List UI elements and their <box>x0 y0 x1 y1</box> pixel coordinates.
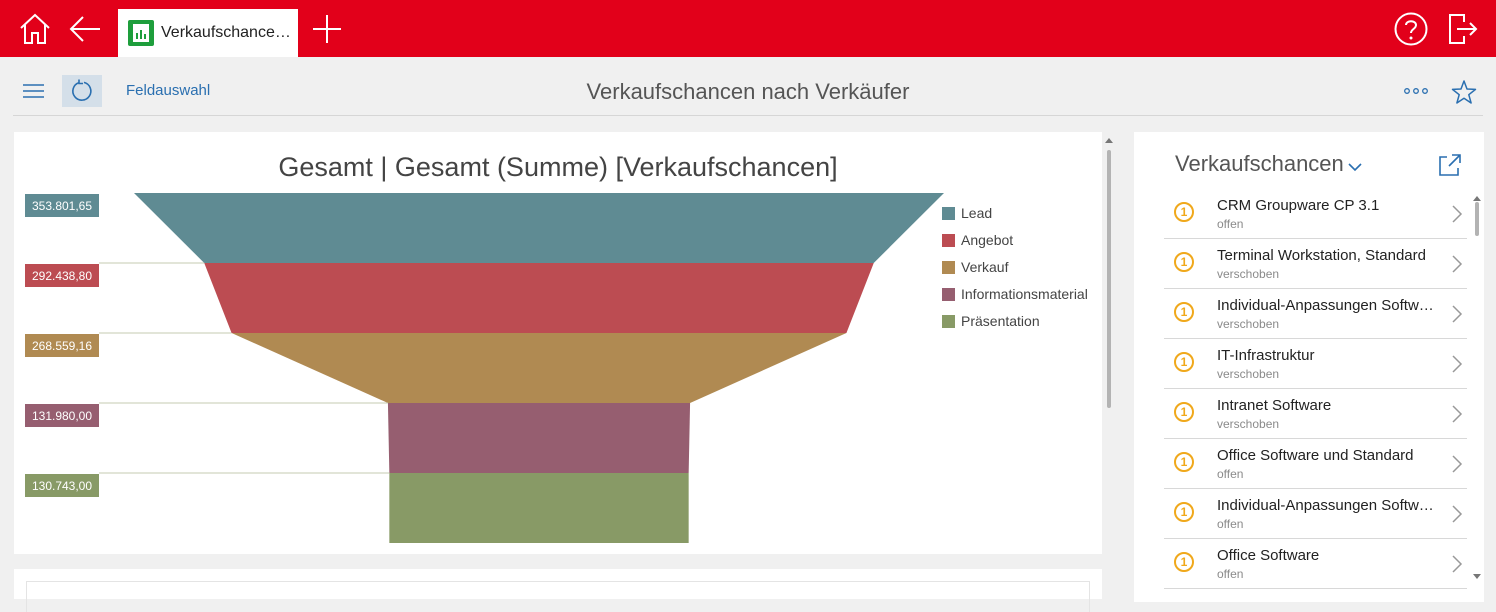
priority-badge: 1 <box>1174 202 1194 222</box>
list-scrollbar[interactable] <box>1472 190 1482 586</box>
chevron-right-icon <box>1451 554 1463 579</box>
favorite-star-icon[interactable] <box>1451 79 1477 110</box>
list-item[interactable]: 1 IT-Infrastruktur verschoben <box>1164 339 1467 389</box>
priority-badge: 1 <box>1174 552 1194 572</box>
list-item[interactable]: 1 Terminal Workstation, Standard verschobe… <box>1164 239 1467 289</box>
list-scroll-thumb[interactable] <box>1475 202 1479 236</box>
chevron-right-icon <box>1451 404 1463 429</box>
priority-badge: 1 <box>1174 302 1194 322</box>
priority-badge: 1 <box>1174 402 1194 422</box>
legend-swatch <box>942 207 955 220</box>
home-icon[interactable] <box>16 10 54 48</box>
priority-badge: 1 <box>1174 252 1194 272</box>
list-item-status: verschoben <box>1217 317 1280 331</box>
chevron-right-icon <box>1451 504 1463 529</box>
page-title: Verkaufschancen nach Verkäufer <box>586 79 910 104</box>
list-item[interactable]: 1 Individual-Anpassungen Software verschob… <box>1164 289 1467 339</box>
legend-label[interactable]: Angebot <box>961 232 1013 248</box>
logout-icon[interactable] <box>1442 10 1480 48</box>
list-item[interactable]: 1 Intranet Software verschoben <box>1164 389 1467 439</box>
scroll-up-icon[interactable] <box>1105 138 1113 143</box>
list-item-title: Terminal Workstation, Standard <box>1217 247 1426 264</box>
list-item-title: Office Software und Standard <box>1217 447 1414 464</box>
legend-swatch <box>942 315 955 328</box>
secondary-panel <box>14 569 1102 612</box>
chevron-right-icon <box>1451 204 1463 229</box>
list-scroll-down-icon[interactable] <box>1473 574 1481 579</box>
chevron-right-icon <box>1451 304 1463 329</box>
legend-label[interactable]: Informationsmaterial <box>961 286 1088 302</box>
value-label: 268.559,16 <box>32 339 92 353</box>
chart-title: Gesamt | Gesamt (Summe) [Verkaufschancen… <box>278 152 838 182</box>
top-bar: Verkaufschance… <box>0 0 1496 57</box>
value-label-box <box>25 404 99 427</box>
priority-badge: 1 <box>1174 502 1194 522</box>
field-selection-link[interactable]: Feldauswahl <box>126 82 211 99</box>
value-label: 292.438,80 <box>32 269 92 283</box>
list-item-title: Individual-Anpassungen Software <box>1217 497 1435 514</box>
list-scroll-up-icon[interactable] <box>1473 196 1481 201</box>
chevron-right-icon <box>1451 454 1463 479</box>
value-label-box <box>25 334 99 357</box>
list-item-status: offen <box>1217 217 1244 231</box>
value-label: 353.801,65 <box>32 199 92 213</box>
list-item[interactable]: 1 Office Software und Standard offen <box>1164 439 1467 489</box>
priority-badge: 1 <box>1174 352 1194 372</box>
value-label-box <box>25 474 99 497</box>
list-item-status: verschoben <box>1217 417 1280 431</box>
tab-verkaufschancen[interactable]: Verkaufschance… <box>118 9 298 57</box>
list-item-title: IT-Infrastruktur <box>1217 347 1315 364</box>
open-external-icon[interactable] <box>1437 152 1463 183</box>
list-item-status: verschoben <box>1217 267 1280 281</box>
chevron-right-icon <box>1451 254 1463 279</box>
value-label: 130.743,00 <box>32 479 92 493</box>
toolbar-divider <box>13 115 1483 116</box>
menu-icon[interactable] <box>22 80 46 107</box>
opportunities-panel: Verkaufschancen 1 CRM Groupware CP 3.1 off… <box>1134 132 1484 602</box>
more-options-icon[interactable] <box>1402 80 1430 105</box>
chart-scrollbar[interactable] <box>1104 132 1116 554</box>
funnel-segment[interactable] <box>231 333 847 403</box>
tab-label: Verkaufschance… <box>161 24 291 41</box>
panel-title-dropdown[interactable]: Verkaufschancen <box>1175 151 1362 178</box>
list-item-title: Intranet Software <box>1217 397 1332 414</box>
funnel-chart: 353.801,65 Lead 292.438,80 Angebot 268.559,1… <box>25 193 1088 543</box>
list-item-title: CRM Groupware CP 3.1 <box>1217 197 1380 214</box>
funnel-segment[interactable] <box>389 473 689 543</box>
legend-label[interactable]: Lead <box>961 205 992 221</box>
priority-badge: 1 <box>1174 452 1194 472</box>
list-item-status: offen <box>1217 467 1244 481</box>
funnel-segment[interactable] <box>387 403 691 473</box>
list-item[interactable]: 1 CRM Groupware CP 3.1 offen <box>1164 189 1467 239</box>
back-arrow-icon[interactable] <box>66 10 104 48</box>
legend-label[interactable]: Präsentation <box>961 313 1040 329</box>
help-icon[interactable] <box>1392 10 1430 48</box>
list-item[interactable]: 1 Office Software offen <box>1164 539 1467 589</box>
list-item-status: offen <box>1217 517 1244 531</box>
funnel-segment[interactable] <box>134 193 944 263</box>
legend-label[interactable]: Verkauf <box>961 259 1009 275</box>
value-label-box <box>25 264 99 287</box>
list-item-status: offen <box>1217 567 1244 581</box>
chevron-down-icon <box>1348 152 1362 178</box>
chart-panel: Gesamt | Gesamt (Summe) [Verkaufschancen… <box>14 132 1102 554</box>
list-item-status: verschoben <box>1217 367 1280 381</box>
scroll-thumb[interactable] <box>1107 150 1111 408</box>
legend-swatch <box>942 234 955 247</box>
panel-title: Verkaufschancen <box>1175 151 1344 176</box>
list-item[interactable]: 1 Individual-Anpassungen Software offen <box>1164 489 1467 539</box>
refresh-button[interactable] <box>62 75 102 107</box>
legend-swatch <box>942 288 955 301</box>
legend-swatch <box>942 261 955 274</box>
refresh-icon <box>72 79 92 101</box>
funnel-segment[interactable] <box>204 263 874 333</box>
value-label: 131.980,00 <box>32 409 92 423</box>
spreadsheet-icon <box>128 20 154 46</box>
list-item-title: Office Software <box>1217 547 1320 564</box>
chevron-right-icon <box>1451 354 1463 379</box>
value-label-box <box>25 194 99 217</box>
add-tab-icon[interactable] <box>308 10 346 48</box>
list-item-title: Individual-Anpassungen Software <box>1217 297 1435 314</box>
